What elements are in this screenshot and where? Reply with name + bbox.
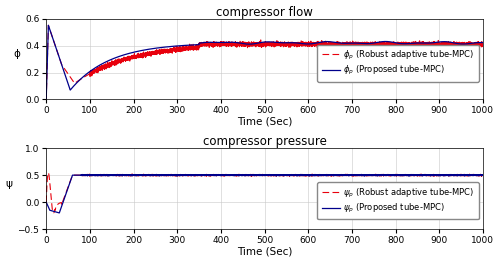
Title: compressor pressure: compressor pressure xyxy=(202,135,326,148)
Legend: $\psi_p$ (Robust adaptive tube-MPC), $\psi_p$ (Proposed tube-MPC): $\psi_p$ (Robust adaptive tube-MPC), $\p… xyxy=(318,182,479,219)
X-axis label: Time (Sec): Time (Sec) xyxy=(237,247,292,256)
Y-axis label: ψ: ψ xyxy=(6,179,12,189)
Legend: $\phi_p$ (Robust adaptive tube-MPC), $\phi_p$ (Proposed tube-MPC): $\phi_p$ (Robust adaptive tube-MPC), $\p… xyxy=(318,45,479,81)
Title: compressor flow: compressor flow xyxy=(216,6,313,19)
Y-axis label: ϕ: ϕ xyxy=(13,49,20,59)
X-axis label: Time (Sec): Time (Sec) xyxy=(237,117,292,127)
